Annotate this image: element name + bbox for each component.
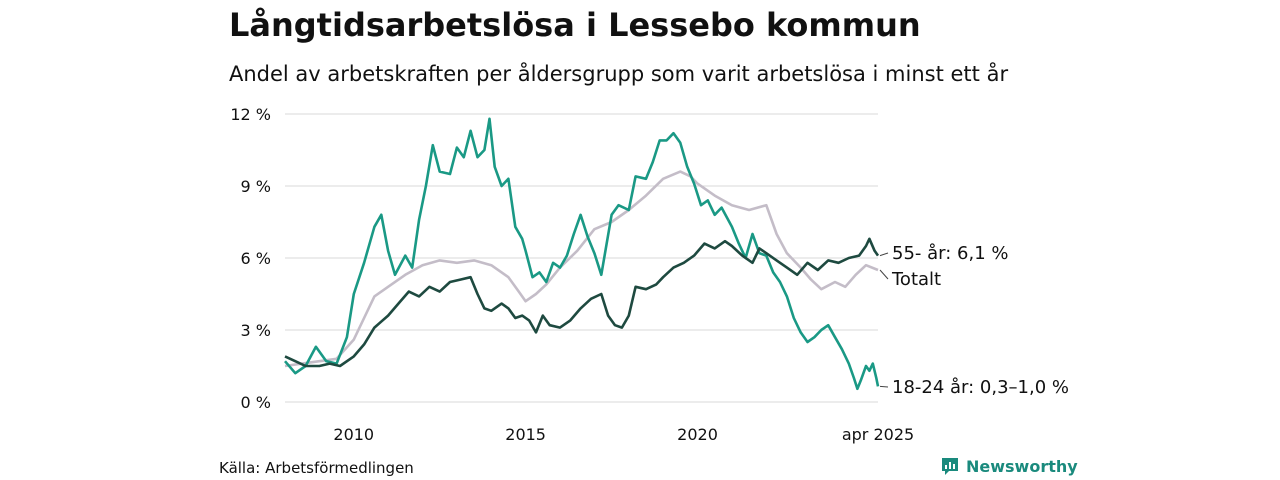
- series-label-leader: [879, 252, 889, 257]
- brand-logo: Newsworthy: [940, 456, 1078, 476]
- x-tick-label: 2015: [505, 425, 546, 444]
- series-end-label-55-: 55- år: 6,1 %: [892, 243, 1008, 264]
- x-tick-label: 2010: [333, 425, 374, 444]
- brand-name: Newsworthy: [966, 456, 1078, 476]
- series-label-leader: [879, 385, 889, 388]
- newsworthy-logo-icon: [942, 458, 958, 475]
- chart-subtitle: Andel av arbetskraften per åldersgrupp s…: [229, 62, 1009, 86]
- x-tick-label: apr 2025: [842, 425, 914, 444]
- series-line-18-24: [284, 117, 880, 391]
- series-line-55-: [284, 237, 880, 368]
- series-line-totalt: [284, 170, 879, 368]
- series-end-label-totalt: Totalt: [891, 269, 941, 290]
- source-note: Källa: Arbetsförmedlingen: [219, 459, 414, 477]
- series-end-label-18-24: 18-24 år: 0,3–1,0 %: [892, 377, 1069, 398]
- chart-title: Långtidsarbetslösa i Lessebo kommun: [229, 6, 921, 44]
- series-label-leader: [879, 269, 889, 280]
- y-tick-label: 9 %: [241, 177, 271, 196]
- y-tick-label: 12 %: [230, 105, 271, 124]
- y-tick-label: 3 %: [241, 321, 271, 340]
- x-tick-label: 2020: [677, 425, 718, 444]
- y-tick-label: 0 %: [241, 393, 271, 412]
- y-tick-label: 6 %: [241, 249, 271, 268]
